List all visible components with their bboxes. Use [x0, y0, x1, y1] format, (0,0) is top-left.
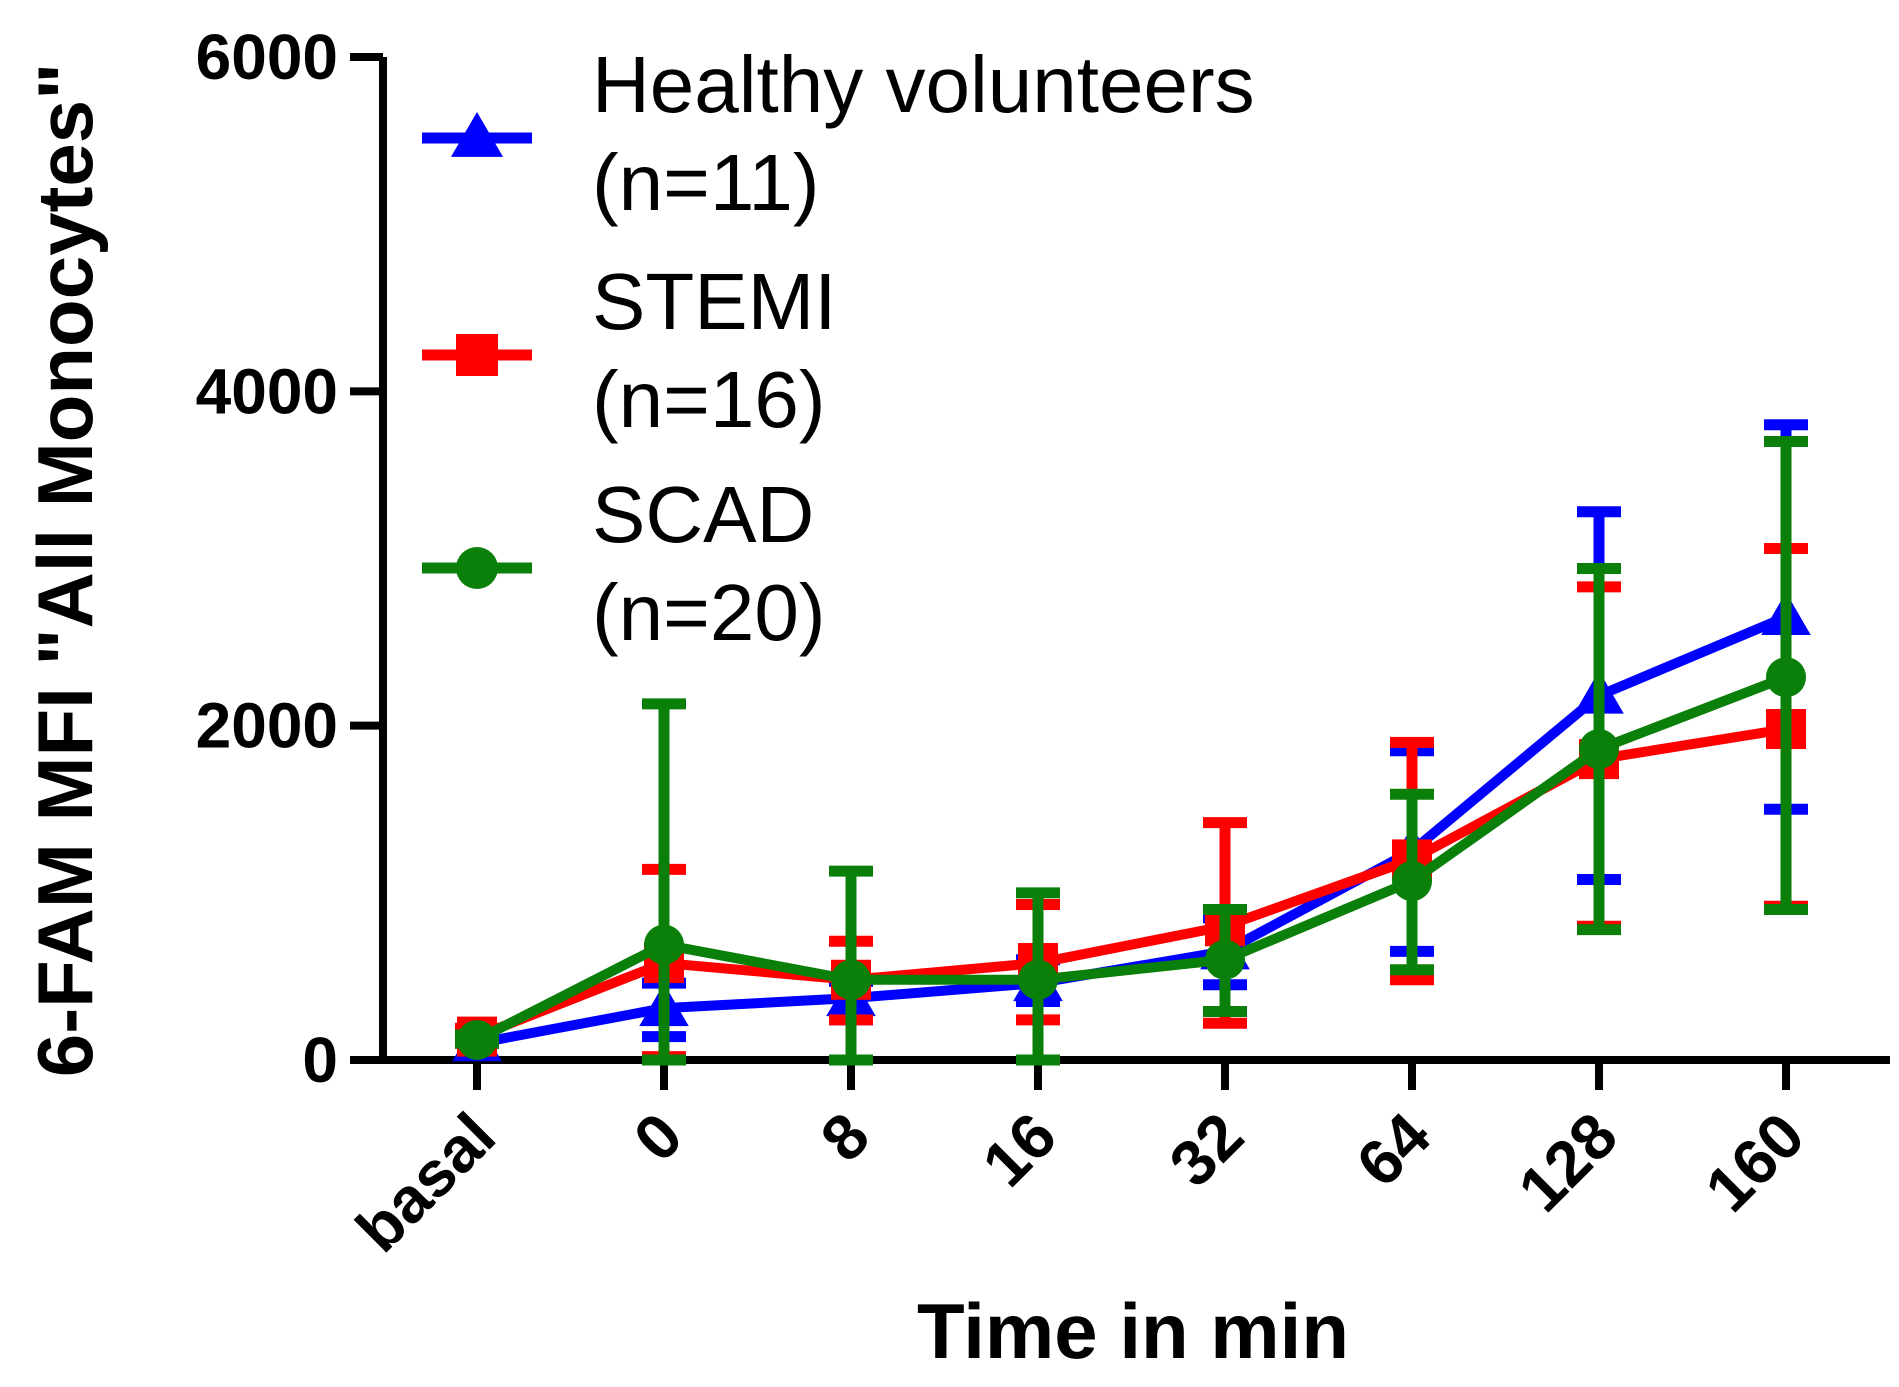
series-line [474, 672, 1788, 1045]
data-point [1392, 861, 1432, 902]
x-tick-label: basal [342, 1099, 509, 1266]
data-point [1018, 959, 1058, 1000]
legend-entry-0: Healthy volunteers (n=11) [422, 40, 1255, 227]
y-axis-title: 6-FAM MFI "All Monocytes" [21, 63, 109, 1077]
y-tick-label: 2000 [196, 690, 338, 762]
data-point [1205, 939, 1245, 980]
legend-entry-2: SCAD (n=20) [422, 470, 825, 657]
data-point [831, 959, 871, 1000]
x-tick-label: 8 [807, 1099, 883, 1175]
legend-label-line2: (n=16) [592, 355, 825, 444]
legend-entry-1: STEMI (n=16) [422, 257, 836, 444]
y-tick-label: 0 [302, 1024, 338, 1096]
legend-swatch-marker [456, 334, 498, 376]
series-2 [455, 435, 1808, 1066]
x-tick-label: 160 [1691, 1099, 1817, 1225]
y-tick-label: 4000 [196, 355, 338, 427]
legend-label-line2: (n=20) [592, 568, 825, 657]
y-tick-label: 6000 [196, 21, 338, 93]
x-axis-title: Time in min [917, 1287, 1349, 1375]
legend: Healthy volunteers (n=11) STEMI (n=16) SCAD (… [422, 40, 1255, 657]
x-tick-label: 0 [620, 1099, 696, 1175]
legend-swatch-marker [450, 111, 504, 157]
x-tick-label: 64 [1343, 1099, 1445, 1201]
legend-swatch-marker [456, 547, 498, 589]
legend-label-line2: (n=11) [592, 138, 820, 227]
legend-label-line1: Healthy volunteers [592, 40, 1255, 129]
x-tick-label: 32 [1156, 1099, 1257, 1200]
x-tick-label: 16 [969, 1099, 1070, 1200]
series-layer [452, 419, 1811, 1066]
data-point [457, 1019, 497, 1060]
legend-label-line1: STEMI [592, 257, 836, 346]
x-tick-label: 128 [1504, 1099, 1630, 1225]
legend-label-line1: SCAD [592, 470, 814, 559]
data-point [1579, 729, 1619, 770]
data-point [644, 924, 684, 965]
data-point [1766, 657, 1806, 698]
